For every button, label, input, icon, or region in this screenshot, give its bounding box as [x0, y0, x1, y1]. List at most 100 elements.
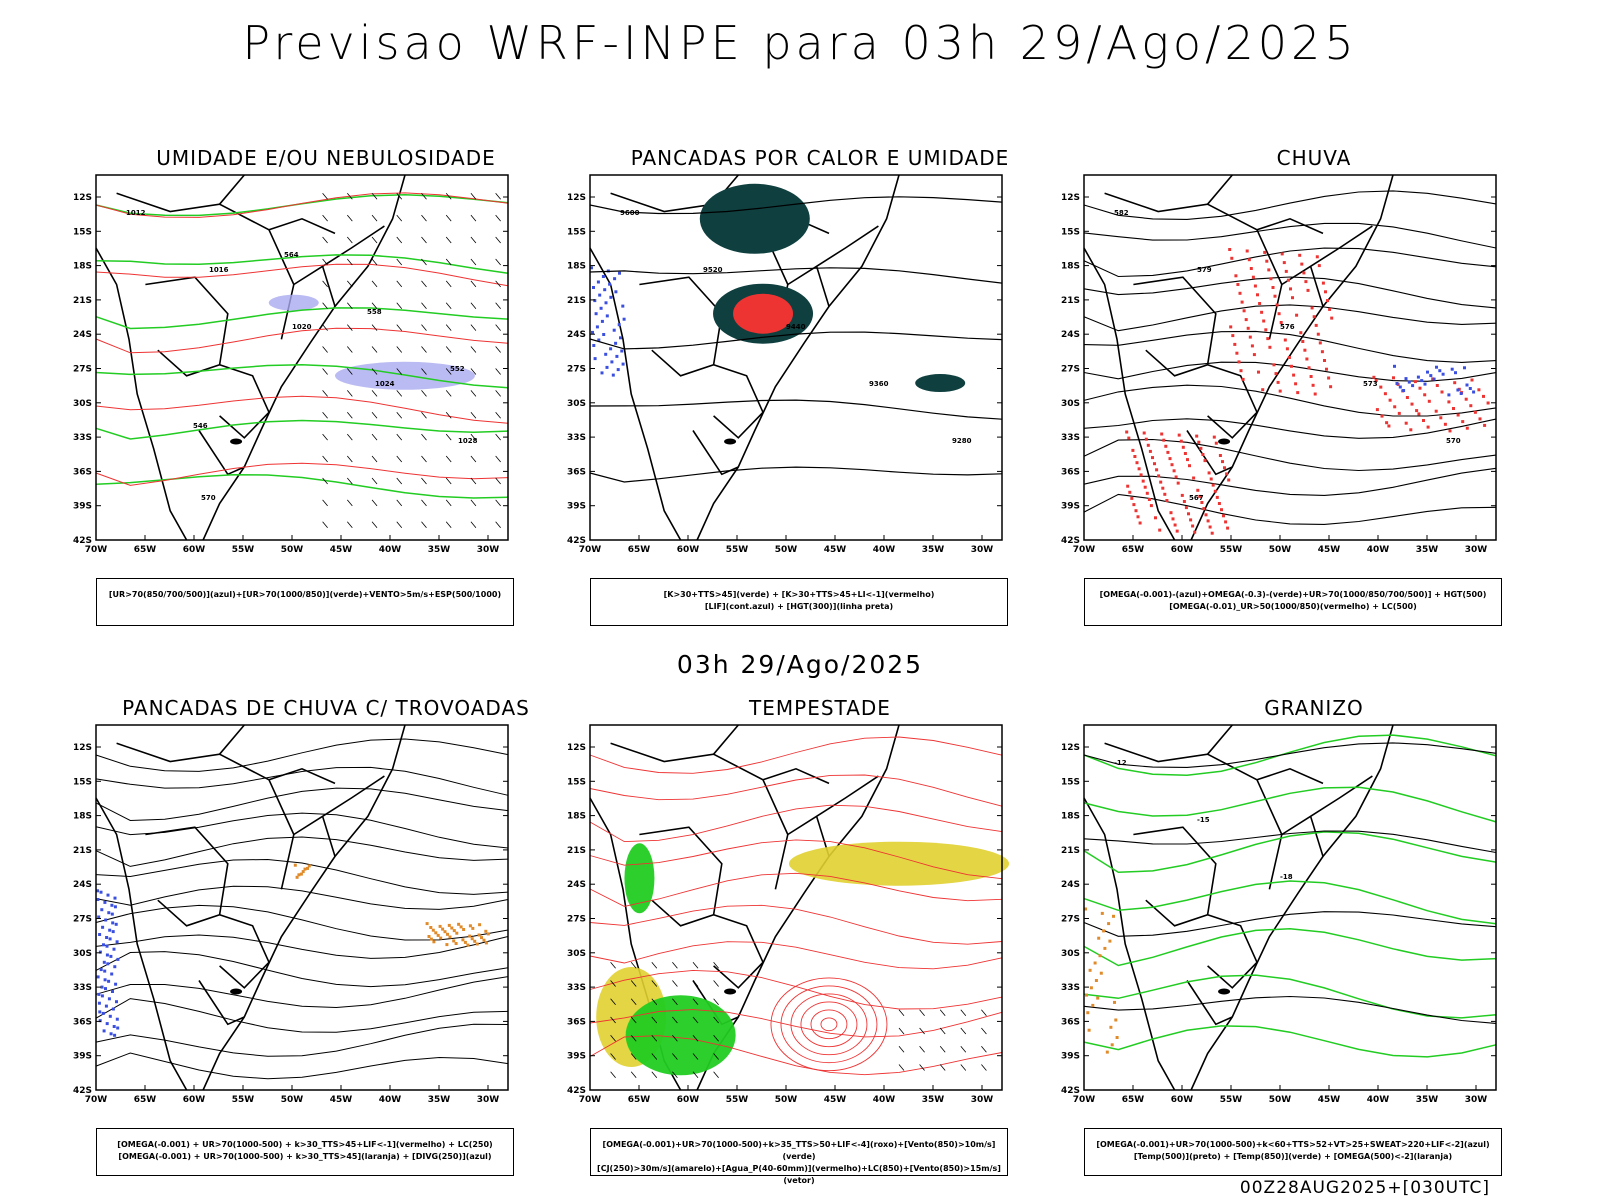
thunder-orange-area	[452, 939, 456, 943]
lat-tick-label: 30S	[567, 399, 586, 409]
rain-red-area	[1177, 433, 1181, 437]
rain-blue-area	[1426, 370, 1429, 374]
rain-red-area	[1298, 253, 1302, 257]
rain-red-area	[1325, 367, 1328, 371]
rain-red-area	[1193, 530, 1197, 534]
wind-vector	[445, 280, 452, 288]
lat-tick-label: 21S	[73, 296, 92, 306]
contour-label: 576	[1280, 323, 1295, 331]
thunder-orange-area	[475, 942, 479, 946]
rain-red-area	[1469, 404, 1473, 408]
lat-tick-label: 33S	[73, 983, 92, 993]
lat-tick-label: 36S	[73, 1017, 92, 1027]
wind-vector	[371, 258, 378, 266]
panel-title: PANCADAS POR CALOR E UMIDADE	[630, 146, 1010, 170]
green-humidity-contour	[95, 474, 509, 499]
thunder-orange-area	[457, 922, 461, 926]
lif-blue-contour	[603, 288, 607, 292]
green-humidity-contour	[95, 363, 509, 389]
legend-box: [OMEGA(-0.001)+UR>70(1000-500)+k>35_TTS>…	[590, 1128, 1008, 1185]
rain-blue-area	[1454, 371, 1457, 375]
rain-red-area	[1234, 274, 1238, 278]
omega-orange-area	[1110, 1043, 1114, 1047]
wind-vector	[347, 477, 353, 485]
wind-vector	[495, 258, 501, 266]
lat-tick-label: 24S	[73, 880, 92, 890]
wind-vector	[960, 1045, 967, 1053]
state-border	[1206, 724, 1233, 755]
rain-red-area	[1448, 429, 1452, 433]
wind-vector	[396, 324, 403, 331]
wind-vector	[495, 477, 501, 485]
rain-red-area	[1134, 509, 1138, 513]
wind-vector	[371, 433, 378, 441]
wind-vector	[421, 477, 427, 485]
thunder-orange-area	[468, 924, 472, 928]
wind-vector	[960, 1027, 967, 1035]
rain-red-area	[1279, 321, 1283, 324]
wind-vector	[421, 390, 427, 397]
omega-orange-area	[1085, 993, 1088, 997]
divergence-blue-area	[96, 975, 100, 979]
rain-red-area	[1249, 267, 1253, 270]
omega-orange-area	[1097, 936, 1101, 940]
wind-vector	[713, 1034, 719, 1042]
lon-tick-label: 30W	[971, 1095, 994, 1105]
state-border	[1186, 430, 1233, 476]
thunder-orange-area	[438, 924, 442, 928]
wind-vector	[495, 411, 501, 419]
rain-red-area	[1256, 293, 1259, 297]
rain-red-area	[1225, 472, 1229, 476]
red-thickness-contour	[95, 395, 509, 424]
convection-red-area	[733, 293, 794, 334]
wind-vector	[470, 390, 477, 397]
rain-red-area	[1170, 463, 1174, 467]
state-border	[712, 724, 739, 755]
wind-vector	[610, 998, 616, 1006]
divergence-blue-area	[111, 930, 115, 934]
green-humidity-contour	[95, 254, 509, 275]
lat-tick-label: 12S	[567, 193, 586, 203]
lon-tick-label: 70W	[1073, 545, 1096, 555]
wind-vector	[630, 998, 637, 1006]
rain-red-area	[1174, 475, 1178, 479]
wind-vector	[713, 980, 719, 987]
wind-vector	[939, 1027, 946, 1035]
legend-line-1: [OMEGA(-0.001)+UR>70(1000-500)+k>35_TTS>…	[602, 1140, 996, 1161]
legend-line-2: [OMEGA(-0.001) + UR>70(1000-500) + k>30_…	[118, 1152, 492, 1161]
divergence-blue-area	[113, 1033, 117, 1037]
contour-label: 9360	[869, 380, 889, 388]
legend-line-2: [Temp(500)](preto) + [Temp(850)](verde) …	[1133, 1152, 1453, 1161]
divergence-blue-area	[97, 915, 101, 919]
wind-vector	[445, 433, 452, 441]
divergence-blue-area	[97, 992, 101, 996]
rain-red-area	[1273, 294, 1277, 298]
rain-red-area	[1296, 391, 1300, 395]
omega-orange-area	[1108, 939, 1112, 943]
wind-vector	[371, 192, 378, 200]
wind-vector	[692, 998, 699, 1006]
rain-red-area	[1153, 462, 1156, 466]
rain-red-area	[1330, 316, 1334, 320]
wind-vector	[981, 1027, 987, 1035]
lon-tick-label: 60W	[183, 545, 206, 555]
lc850-red-contour	[589, 804, 1003, 843]
rain-red-area	[1320, 350, 1324, 354]
wind-vector	[421, 324, 427, 331]
lon-tick-label: 55W	[726, 1095, 749, 1105]
state-border	[268, 767, 336, 785]
omega-orange-area	[1115, 1036, 1119, 1039]
rain-red-area	[1275, 303, 1279, 307]
streamline	[95, 951, 509, 988]
wind-vector	[495, 280, 501, 288]
state-border	[116, 192, 295, 340]
lagoon-marker	[724, 438, 737, 445]
rain-blue-area	[1463, 366, 1466, 370]
wind-vector	[396, 258, 403, 266]
rain-red-area	[1299, 331, 1303, 335]
legend-line-1: [UR>70(850/700/500)](azul)+[UR>70(1000/8…	[108, 590, 502, 599]
rain-red-area	[1443, 422, 1447, 426]
lat-tick-label: 12S	[73, 193, 92, 203]
lon-tick-label: 65W	[628, 1095, 651, 1105]
rain-red-area	[1247, 258, 1251, 262]
